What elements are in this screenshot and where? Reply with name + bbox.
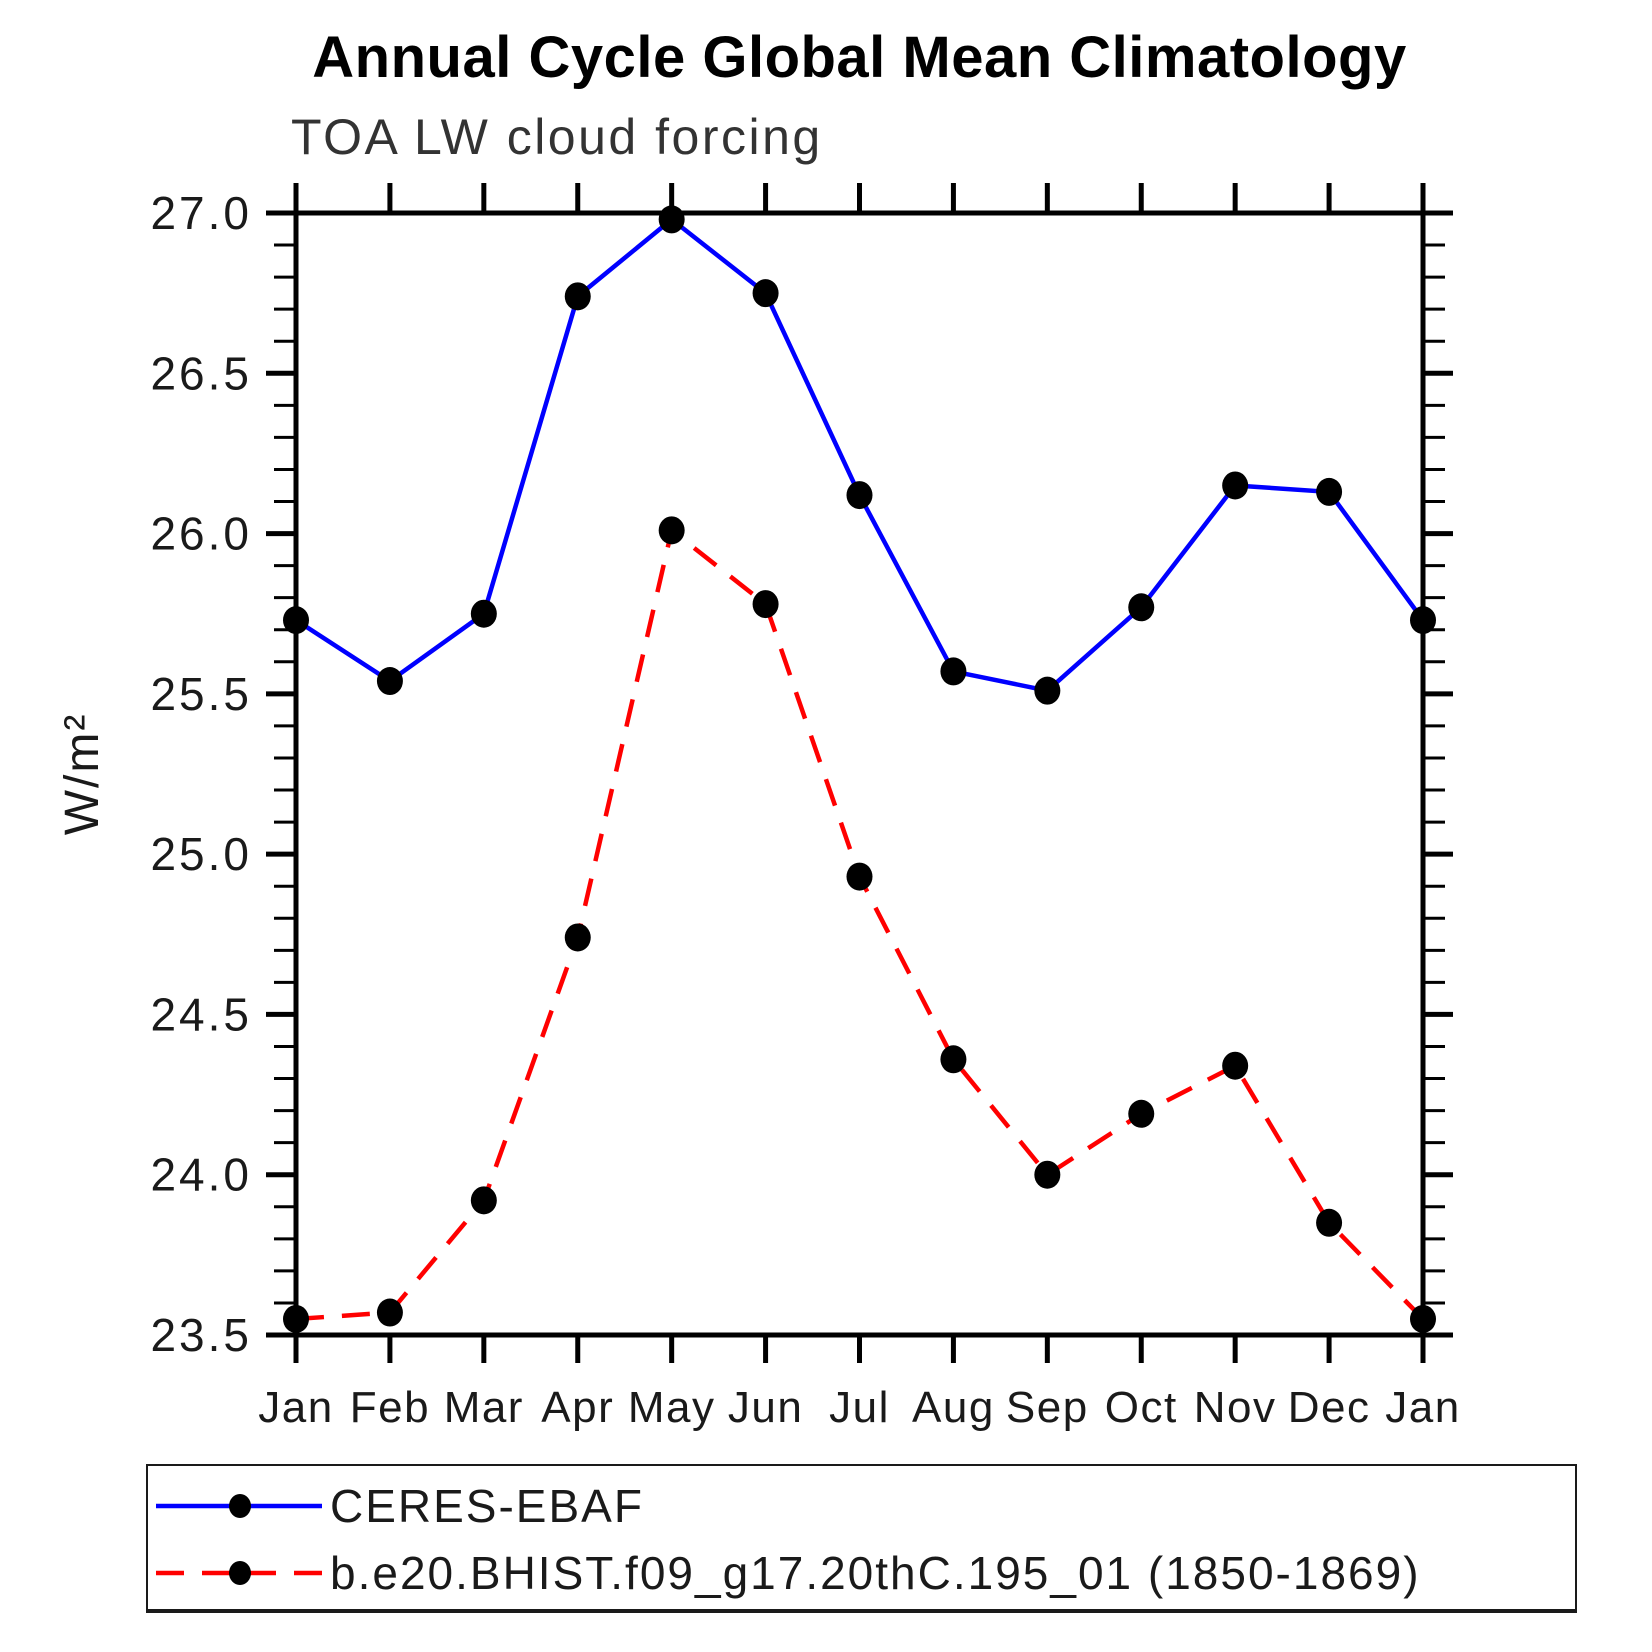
legend-label-model-run: b.e20.BHIST.f09_g17.20thC.195_01 (1850-1… [330, 1547, 1421, 1599]
x-axis-ticks [293, 183, 1426, 1363]
y-axis-ticks [266, 210, 1453, 1338]
legend-item-model-run: b.e20.BHIST.f09_g17.20thC.195_01 (1850-1… [154, 1547, 1421, 1599]
y-tick-label: 24.0 [150, 1149, 252, 1201]
data-point-marker [1410, 606, 1436, 635]
y-tick-label: 25.0 [150, 828, 252, 880]
y-axis-labels: 23.5 24.0 24.5 25.0 25.5 26.0 26.5 27.0 [150, 187, 252, 1361]
data-point-marker [752, 590, 779, 619]
data-point-marker [283, 606, 309, 635]
data-point-marker [752, 279, 779, 308]
y-tick-label: 23.5 [150, 1309, 252, 1361]
legend-item-ceres-ebaf: CERES-EBAF [154, 1480, 644, 1532]
series-line [295, 526, 1425, 1322]
data-point-marker [1222, 1051, 1249, 1080]
legend-sample-marker [229, 1494, 251, 1518]
data-point-marker [846, 862, 873, 891]
x-tick-label: Jul [829, 1383, 890, 1432]
y-tick-label: 26.5 [150, 347, 252, 399]
data-point-marker [940, 657, 967, 686]
x-tick-label: May [628, 1383, 716, 1432]
legend-sample-marker [229, 1561, 251, 1585]
axes [293, 210, 1426, 1338]
legend-label-ceres-ebaf: CERES-EBAF [330, 1480, 644, 1532]
x-tick-label: Sep [1006, 1383, 1089, 1432]
data-point-marker [1316, 1208, 1343, 1237]
x-tick-label: Feb [350, 1383, 430, 1432]
y-tick-label: 27.0 [150, 187, 252, 239]
x-tick-label: Dec [1288, 1383, 1371, 1432]
y-tick-label: 25.5 [150, 668, 252, 720]
data-point-marker [564, 282, 591, 311]
series-model-run [283, 516, 1436, 1333]
data-point-marker [1128, 593, 1155, 622]
data-point-marker [1222, 471, 1249, 500]
data-point-marker [940, 1045, 967, 1074]
data-point-marker [1410, 1304, 1436, 1333]
data-point-marker [658, 205, 685, 234]
x-tick-label: Jan [258, 1383, 333, 1432]
x-axis-labels: Jan Feb Mar Apr May Jun Jul Aug Sep Oct Nov Dec Jan [258, 1383, 1460, 1432]
x-tick-label: Nov [1194, 1383, 1277, 1432]
data-point-marker [1128, 1099, 1155, 1128]
data-point-marker [1034, 676, 1061, 705]
data-point-marker [1034, 1160, 1061, 1189]
series-line [294, 216, 1425, 694]
legend-box: CERES-EBAF b.e20.BHIST.f09_g17.20thC.195… [146, 1464, 1577, 1613]
x-tick-label: Aug [912, 1383, 995, 1432]
data-point-marker [564, 923, 591, 952]
y-tick-label: 24.5 [150, 988, 252, 1040]
data-point-marker [470, 1186, 497, 1215]
data-point-marker [376, 1298, 403, 1327]
legend-line-sample-dashed-red [156, 1561, 322, 1585]
data-point-marker [376, 667, 403, 696]
x-tick-label: Oct [1105, 1383, 1178, 1432]
data-point-marker [846, 481, 873, 510]
legend-line-sample-solid-blue [156, 1494, 322, 1518]
y-tick-label: 26.0 [150, 508, 252, 560]
data-point-marker [1316, 477, 1343, 506]
x-tick-label: Jun [728, 1383, 803, 1432]
x-tick-label: Apr [541, 1383, 614, 1432]
y-axis-title: W/m² [56, 713, 109, 836]
chart-title: Annual Cycle Global Mean Climatology [312, 25, 1407, 90]
plot-area: 23.5 24.0 24.5 25.0 25.5 26.0 26.5 27.0 Jan Feb Ma… [56, 183, 1460, 1432]
x-tick-label: Mar [444, 1383, 524, 1432]
data-point-marker [658, 516, 685, 545]
chart-subtitle: TOA LW cloud forcing [291, 109, 823, 165]
data-point-marker [283, 1304, 309, 1333]
series-ceres-ebaf [283, 205, 1436, 705]
data-point-marker [470, 599, 497, 628]
x-tick-label: Jan [1385, 1383, 1460, 1432]
